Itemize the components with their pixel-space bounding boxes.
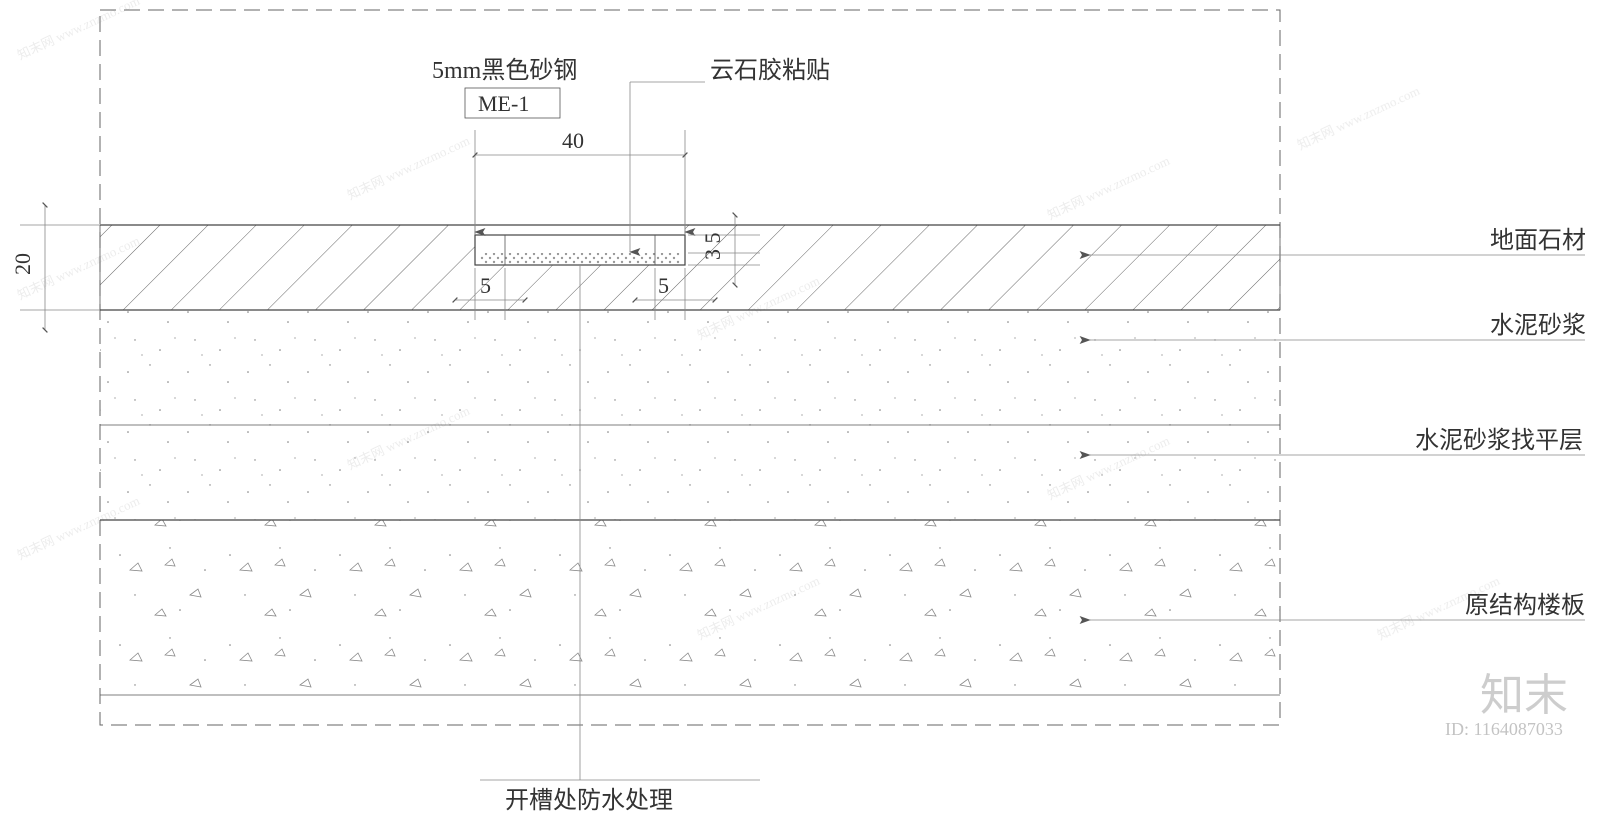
svg-text:水泥砂浆: 水泥砂浆 (1490, 312, 1586, 339)
svg-text:40: 40 (562, 128, 584, 153)
svg-text:知末: 知末 (1480, 671, 1568, 720)
drawing-canvas: 知末网 www.znzmo.com 知末网 www.znzmo.com 知末网 … (0, 0, 1600, 840)
callout-adhesive: 云石胶粘贴 (630, 57, 830, 252)
svg-text:地面石材: 地面石材 (1490, 227, 1586, 254)
svg-text:知末网 www.znzmo.com: 知末网 www.znzmo.com (345, 133, 472, 203)
corner-watermark: 知末 ID: 1164087033 (1445, 671, 1568, 739)
svg-text:知末网 www.znzmo.com: 知末网 www.znzmo.com (15, 0, 142, 63)
dim-40: 40 (475, 128, 685, 235)
callout-waterproof: 开槽处防水处理 (480, 780, 760, 814)
svg-text:5mm黑色砂钢: 5mm黑色砂钢 (432, 57, 577, 84)
svg-text:3 5: 3 5 (700, 233, 725, 261)
svg-text:知末网 www.znzmo.com: 知末网 www.znzmo.com (1045, 153, 1172, 223)
svg-text:原结构楼板: 原结构楼板 (1465, 592, 1585, 619)
section-layers (100, 225, 1280, 695)
svg-text:水泥砂浆找平层: 水泥砂浆找平层 (1415, 427, 1583, 454)
callout-steel: 5mm黑色砂钢 ME-1 (432, 57, 577, 118)
svg-text:知末网 www.znzmo.com: 知末网 www.znzmo.com (1295, 83, 1422, 153)
svg-text:ID: 1164087033: ID: 1164087033 (1445, 719, 1563, 739)
svg-text:开槽处防水处理: 开槽处防水处理 (505, 787, 673, 814)
svg-text:云石胶粘贴: 云石胶粘贴 (710, 57, 830, 84)
svg-text:5: 5 (658, 273, 669, 298)
svg-text:ME-1: ME-1 (478, 91, 529, 116)
svg-text:5: 5 (480, 273, 491, 298)
svg-text:20: 20 (10, 253, 35, 275)
